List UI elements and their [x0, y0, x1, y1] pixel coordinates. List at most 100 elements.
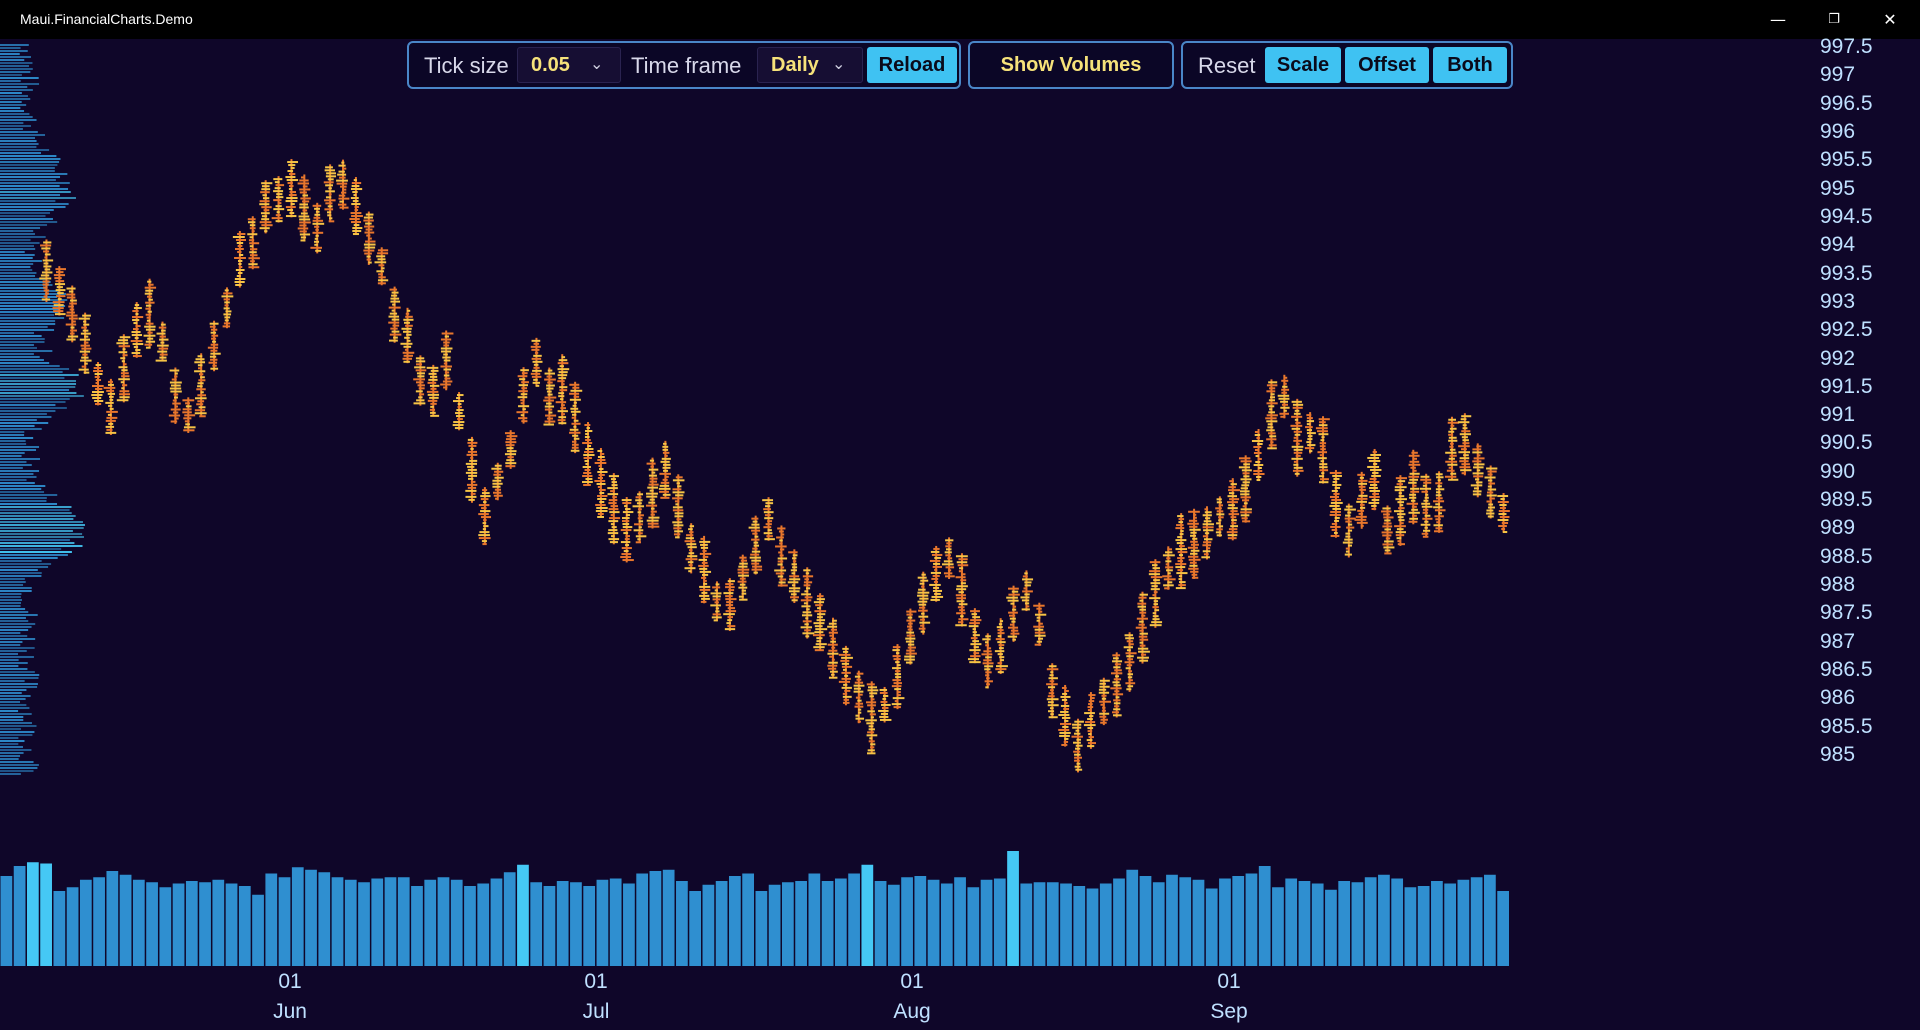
footprint-cell	[350, 197, 359, 200]
footprint-cell	[341, 161, 345, 164]
footprint-cell	[558, 416, 567, 419]
footprint-cell	[1486, 509, 1494, 512]
footprint-cell	[1266, 420, 1278, 423]
footprint-cell	[65, 323, 77, 326]
footprint-cell	[78, 317, 90, 320]
footprint-cell	[918, 588, 926, 591]
footprint-cell	[547, 369, 553, 372]
footprint-candle	[1354, 471, 1368, 529]
footprint-cell	[599, 467, 604, 470]
footprint-cell	[805, 617, 809, 620]
footprint-cell	[844, 689, 851, 692]
footprint-cell	[1190, 531, 1197, 534]
y-tick-label: 985.5	[1820, 714, 1873, 738]
footprint-cell	[687, 555, 698, 558]
footprint-cell	[558, 377, 567, 380]
volume-bar	[13, 866, 26, 966]
footprint-cell	[1345, 547, 1350, 550]
footprint-cell	[1331, 528, 1338, 531]
footprint-cell	[1087, 718, 1093, 721]
footprint-cell	[261, 188, 271, 191]
footprint-cell	[289, 212, 295, 215]
offset-button[interactable]: Offset	[1345, 47, 1429, 83]
footprint-cell	[145, 307, 151, 310]
footprint-cell	[803, 581, 813, 584]
footprint-cell	[312, 231, 324, 234]
footprint-cell	[328, 217, 333, 220]
footprint-cell	[1309, 450, 1313, 453]
y-tick-label: 989.5	[1820, 488, 1873, 512]
footprint-cell	[1124, 634, 1134, 637]
footprint-cell	[674, 500, 680, 503]
footprint-cell	[1167, 581, 1173, 584]
footprint-cell	[1203, 538, 1213, 541]
footprint-cell	[289, 185, 294, 188]
scale-button[interactable]: Scale	[1265, 47, 1341, 83]
tick-size-dropdown[interactable]: 0.05 ⌄	[517, 47, 621, 83]
minimize-icon[interactable]: —	[1770, 10, 1786, 29]
footprint-cell	[970, 610, 980, 613]
footprint-cell	[1498, 525, 1507, 528]
footprint-cell	[765, 523, 772, 526]
footprint-cell	[1293, 430, 1302, 433]
restore-icon[interactable]: ❐	[1828, 12, 1840, 27]
footprint-candle	[1033, 602, 1047, 646]
footprint-cell	[1425, 493, 1429, 496]
footprint-cell	[986, 683, 991, 686]
both-button[interactable]: Both	[1433, 47, 1507, 83]
volume-bar	[755, 891, 768, 966]
footprint-cell	[677, 485, 682, 488]
footprint-cell	[249, 227, 256, 230]
time-frame-dropdown[interactable]: Daily ⌄	[757, 47, 863, 83]
footprint-cell	[1230, 510, 1238, 513]
footprint-cell	[323, 181, 334, 184]
footprint-cell	[921, 612, 925, 615]
footprint-cell	[1139, 611, 1147, 614]
volume-bar	[887, 884, 900, 966]
footprint-cell	[158, 326, 167, 329]
profile-bar	[0, 62, 33, 64]
footprint-cell	[638, 520, 644, 523]
footprint-cell	[1277, 394, 1290, 397]
footprint-cell	[828, 667, 837, 670]
footprint-cell	[1383, 546, 1395, 549]
footprint-cell	[868, 728, 875, 731]
footprint-cell	[504, 453, 517, 456]
footprint-cell	[943, 572, 953, 575]
footprint-cell	[1227, 501, 1238, 504]
footprint-cell	[787, 581, 799, 584]
footprint-cell	[364, 246, 376, 249]
chart-area[interactable]	[0, 39, 1920, 1030]
profile-bar	[0, 695, 31, 697]
footprint-cell	[366, 255, 371, 258]
footprint-cell	[597, 494, 608, 497]
footprint-cell	[1502, 531, 1508, 534]
footprint-cell	[505, 441, 517, 444]
close-icon[interactable]: ✕	[1883, 10, 1897, 29]
footprint-cell	[543, 399, 554, 402]
footprint-cell	[466, 453, 478, 456]
footprint-cell	[480, 510, 491, 513]
footprint-cell	[1240, 511, 1252, 514]
volume-bar	[371, 878, 384, 966]
footprint-cell	[741, 589, 746, 592]
footprint-cell	[406, 333, 412, 336]
footprint-cell	[1112, 681, 1120, 684]
show-volumes-button[interactable]: Show Volumes	[1000, 53, 1142, 76]
footprint-cell	[958, 558, 968, 561]
footprint-cell	[1437, 479, 1441, 482]
footprint-cell	[919, 597, 929, 600]
footprint-cell	[711, 616, 722, 619]
footprint-cell	[109, 398, 114, 401]
reload-button[interactable]: Reload	[867, 47, 957, 83]
candle-wick	[316, 202, 319, 254]
footprint-cell	[753, 541, 759, 544]
profile-bar	[0, 422, 49, 424]
footprint-cell	[430, 411, 436, 414]
profile-bar	[0, 665, 19, 667]
footprint-cell	[520, 369, 529, 372]
footprint-cell	[1448, 466, 1454, 469]
footprint-cell	[792, 554, 798, 557]
footprint-cell	[261, 215, 268, 218]
